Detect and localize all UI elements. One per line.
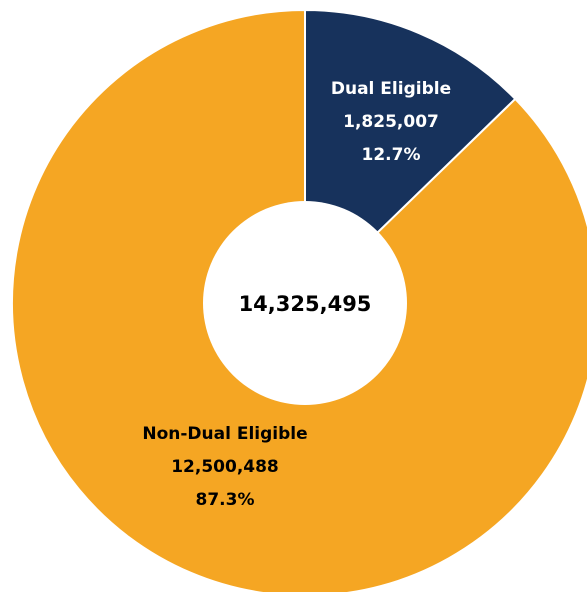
- slice-name-label: Non-Dual Eligible: [142, 424, 307, 444]
- slice-label-dual-eligible: Dual Eligible 1,825,007 12.7%: [331, 79, 451, 165]
- slice-value-label: 1,825,007: [343, 112, 439, 132]
- slice-name-label: Dual Eligible: [331, 79, 451, 99]
- slice-percent-label: 87.3%: [196, 490, 255, 510]
- slice-value-label: 12,500,488: [171, 457, 279, 477]
- slice-label-non-dual-eligible: Non-Dual Eligible 12,500,488 87.3%: [142, 424, 307, 510]
- slice-percent-label: 12.7%: [362, 145, 421, 165]
- donut-hole: [203, 201, 407, 405]
- center-total-label: 14,325,495: [239, 292, 372, 316]
